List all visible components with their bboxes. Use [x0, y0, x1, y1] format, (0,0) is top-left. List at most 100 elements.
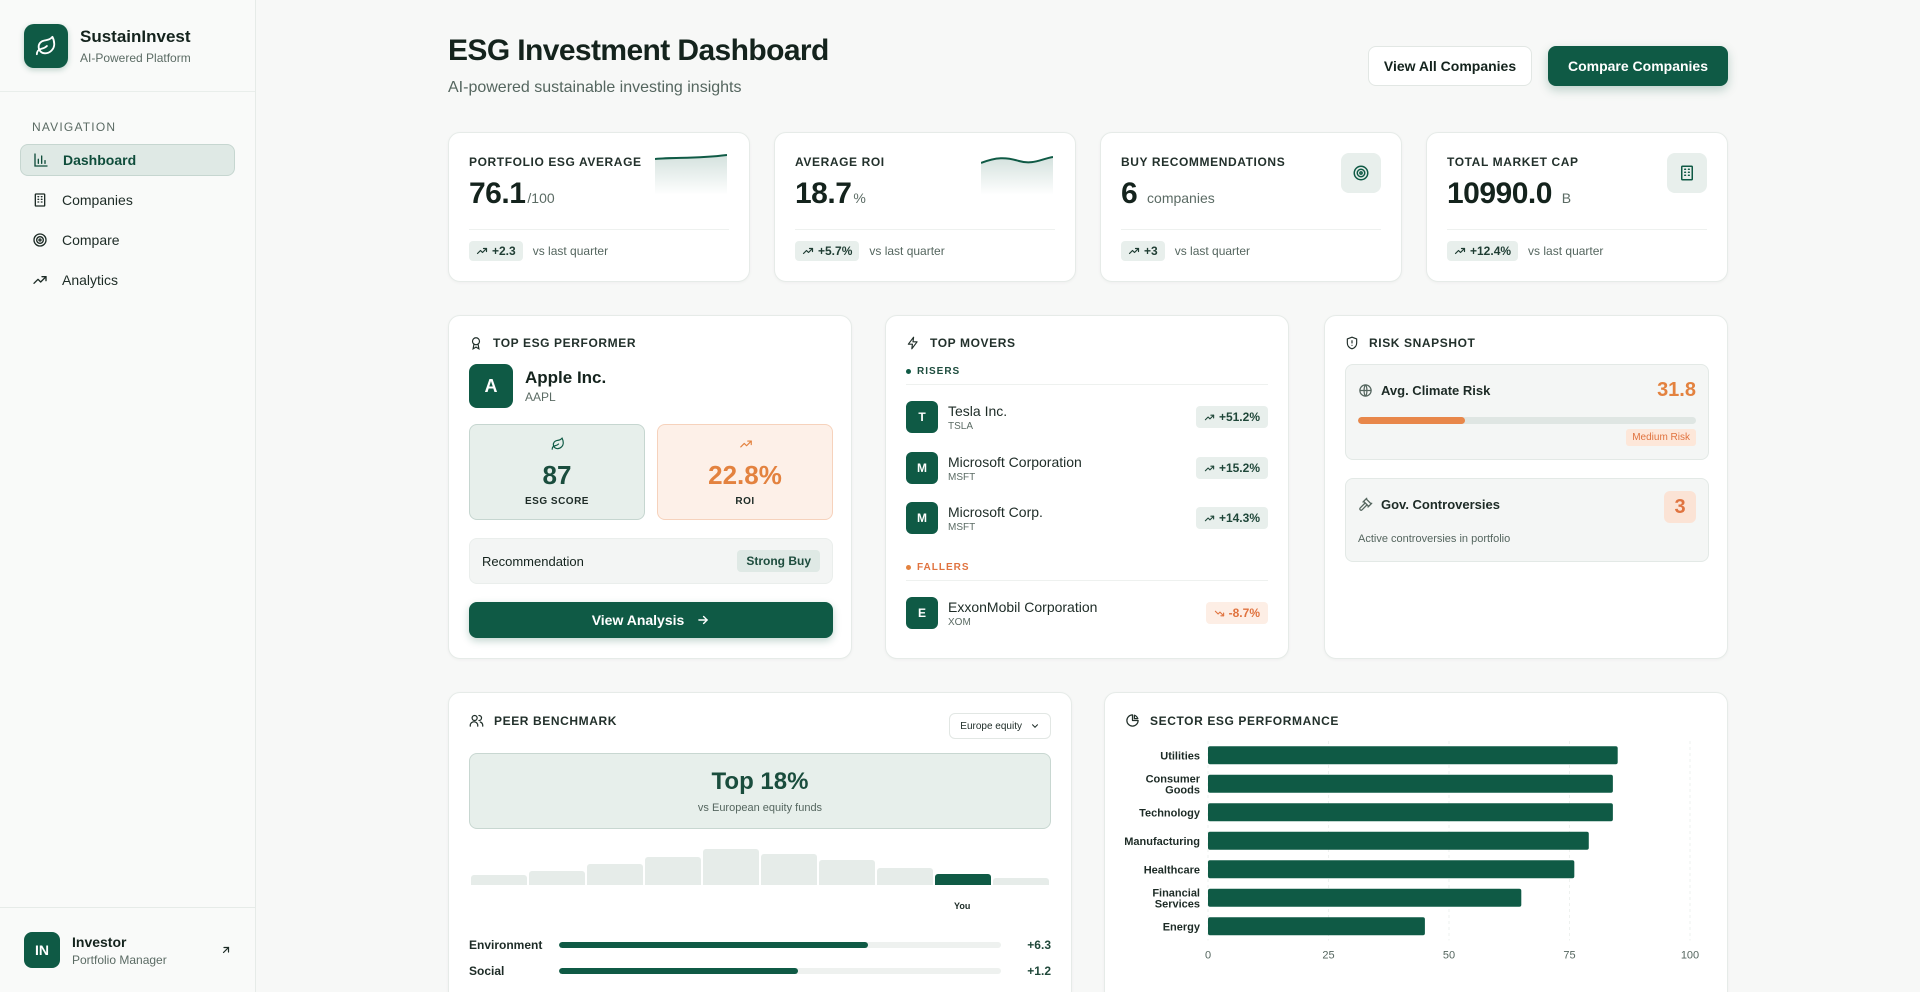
compare-text: vs last quarter	[869, 244, 945, 258]
y-tick-label: Technology	[1139, 807, 1201, 819]
histogram-bar-you	[935, 874, 991, 885]
sector-bar[interactable]	[1208, 917, 1425, 936]
trend-up-icon	[1204, 414, 1215, 420]
x-tick-label: 0	[1205, 950, 1211, 962]
user-name: Investor	[72, 933, 127, 950]
sector-bar[interactable]	[1208, 746, 1618, 765]
company-ticker: MSFT	[948, 521, 976, 533]
lightning-icon	[907, 336, 918, 350]
histogram-bar	[703, 849, 759, 885]
mover-row[interactable]: E ExxonMobil Corporation XOM -8.7%	[906, 596, 1268, 630]
recommendation-badge: Strong Buy	[737, 550, 820, 572]
users-icon	[469, 714, 484, 727]
roi-label: ROI	[735, 496, 755, 507]
fallers-label: FALLERS	[906, 562, 970, 573]
climate-risk-bar	[1358, 417, 1696, 424]
external-link-icon[interactable]	[220, 944, 232, 956]
globe-icon	[1359, 384, 1372, 397]
company-name: Microsoft Corp.	[948, 503, 1043, 520]
recommendation-label: Recommendation	[482, 553, 584, 569]
risers-label: RISERS	[906, 366, 960, 377]
top-movers-card: TOP MOVERS RISERS T Tesla Inc. TSLA +51.…	[885, 315, 1289, 659]
you-marker-label: You	[954, 901, 971, 911]
compare-text: vs last quarter	[1174, 244, 1251, 258]
brand-subtitle: AI-Powered Platform	[80, 50, 191, 65]
controversies-count: 3	[1664, 491, 1696, 523]
histogram-bar	[761, 853, 817, 885]
mover-row[interactable]: T Tesla Inc. TSLA +51.2%	[906, 400, 1268, 434]
stat-label: PORTFOLIO ESG AVERAGE	[469, 155, 642, 169]
controversies-subtext: Active controversies in portfolio	[1358, 533, 1511, 545]
y-tick-label: Consumer Goods	[1146, 773, 1201, 796]
sector-bar[interactable]	[1208, 888, 1522, 907]
nav-title: NAVIGATION	[32, 120, 117, 134]
bar-chart-icon	[34, 153, 48, 167]
sidebar-item-companies[interactable]: Companies	[20, 184, 235, 216]
histogram-bar	[529, 870, 585, 885]
esg-score-value: 87	[542, 460, 572, 490]
climate-risk-box: Avg. Climate Risk 31.8 Medium Risk	[1345, 364, 1709, 460]
target-icon	[1341, 153, 1381, 193]
x-tick-label: 50	[1443, 950, 1455, 962]
sidebar-item-dashboard[interactable]: Dashboard	[20, 144, 235, 176]
risk-snapshot-card: RISK SNAPSHOT Avg. Climate Risk 31.8 Med…	[1324, 315, 1728, 659]
roi-box: 22.8% ROI	[657, 424, 833, 520]
delta-chip: +5.7%	[795, 241, 860, 261]
change-badge: +14.3%	[1195, 507, 1268, 529]
compare-companies-button[interactable]: Compare Companies	[1548, 46, 1728, 86]
sidebar-item-compare[interactable]: Compare	[20, 224, 235, 256]
histogram-bar	[471, 875, 527, 885]
region-select[interactable]: Europe equity	[949, 713, 1051, 739]
sidebar-item-label: Analytics	[62, 272, 119, 288]
brand[interactable]: SustainInvest AI-Powered Platform	[0, 0, 255, 92]
company-avatar: M	[906, 502, 938, 534]
sector-bar-chart: 0 25 50 75 100 Utilities Consumer Goods Technolo…	[1124, 741, 1699, 962]
trend-up-icon	[1128, 247, 1140, 255]
trend-up-icon	[476, 247, 488, 255]
leaf-logo-icon	[24, 23, 68, 68]
pillar-name: Social	[469, 964, 505, 978]
company-ticker: XOM	[948, 616, 971, 628]
section-title: TOP ESG PERFORMER	[493, 336, 637, 350]
trend-icon	[33, 276, 47, 284]
mover-row[interactable]: M Microsoft Corporation MSFT +15.2%	[906, 451, 1268, 485]
climate-risk-value: 31.8	[1657, 379, 1696, 401]
compare-text: vs last quarter	[1528, 244, 1604, 258]
change-badge: +15.2%	[1195, 457, 1268, 479]
view-analysis-button[interactable]: View Analysis	[469, 602, 833, 638]
y-tick-label: Utilities	[1160, 750, 1200, 762]
sector-bar[interactable]	[1208, 803, 1613, 822]
y-tick-label: Energy	[1163, 921, 1201, 933]
histogram-bar	[587, 864, 643, 885]
stat-value: 6 companies	[1121, 177, 1215, 210]
sidebar-item-label: Dashboard	[63, 152, 137, 168]
view-all-companies-button[interactable]: View All Companies	[1368, 46, 1532, 86]
sparkline-chart	[655, 154, 727, 195]
company-name[interactable]: Apple Inc.	[525, 368, 607, 387]
stat-value: 10990.0 B	[1447, 177, 1572, 210]
sidebar-item-analytics[interactable]: Analytics	[20, 264, 235, 296]
sector-bar[interactable]	[1208, 831, 1589, 850]
stat-label: AVERAGE ROI	[795, 155, 885, 169]
peer-rank-value: Top 18%	[711, 768, 809, 795]
brand-name: SustainInvest	[80, 26, 191, 46]
peer-rank-subtext: vs European equity funds	[697, 802, 823, 814]
top-performer-card: TOP ESG PERFORMER A Apple Inc. AAPL 87 E…	[448, 315, 852, 659]
sector-bar[interactable]	[1208, 860, 1575, 879]
sidebar-item-label: Compare	[62, 232, 120, 248]
sector-performance-card: SECTOR ESG PERFORMANCE 0 25 50 75 100 Utiliti…	[1104, 692, 1728, 992]
mover-row[interactable]: M Microsoft Corp. MSFT +14.3%	[906, 501, 1268, 535]
delta-chip: +12.4%	[1447, 241, 1519, 261]
pillar-row-environment: Environment +6.3	[469, 937, 1051, 953]
gavel-icon	[1359, 497, 1373, 511]
company-ticker: TSLA	[948, 420, 974, 432]
peer-rank-banner: Top 18% vs European equity funds	[469, 753, 1051, 829]
trend-up-icon	[1204, 515, 1215, 521]
stat-label: BUY RECOMMENDATIONS	[1121, 155, 1286, 169]
sparkline-chart	[981, 156, 1053, 195]
user-profile[interactable]: IN Investor Portfolio Manager	[0, 907, 256, 992]
sector-bar[interactable]	[1208, 774, 1613, 793]
company-avatar: T	[906, 401, 938, 433]
pillar-name: Environment	[469, 938, 543, 952]
section-title: SECTOR ESG PERFORMANCE	[1150, 713, 1339, 728]
